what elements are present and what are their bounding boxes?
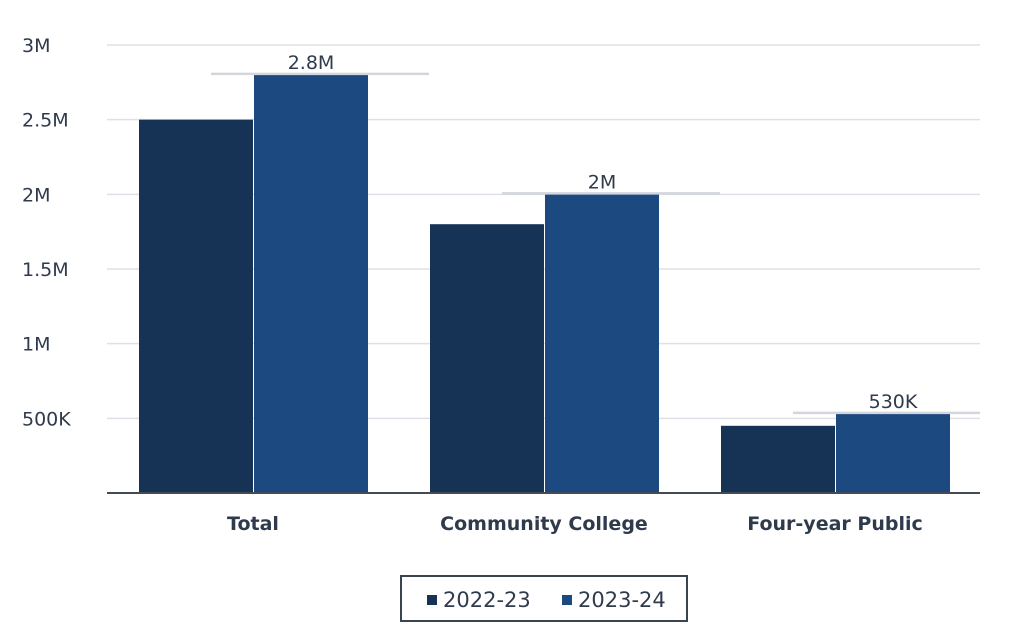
bar-2023-24-total[interactable] [254,74,368,493]
legend-swatch-2023-24 [562,595,572,605]
y-tick-label: 1.5M [22,259,69,281]
category-label: Total [227,513,279,535]
y-tick-label: 2M [22,184,50,206]
bar-2022-23-community-college[interactable] [430,224,544,493]
data-label: 2M [588,171,616,193]
legend-box [400,575,688,622]
data-label: 530K [869,391,918,413]
bar-2022-23-total[interactable] [139,119,253,494]
y-tick-label: 500K [22,408,71,430]
data-label: 2.8M [288,52,335,74]
legend-label-2022-23[interactable]: 2022-23 [443,588,531,612]
y-tick-label: 2.5M [22,110,69,132]
bar-2023-24-four-year-public[interactable] [836,413,950,493]
legend-label-2023-24[interactable]: 2023-24 [578,588,666,612]
category-label: Community College [440,513,648,535]
y-tick-label: 3M [22,35,50,57]
bar-2023-24-community-college[interactable] [545,194,659,494]
y-tick-label: 1M [22,334,50,356]
bar-2022-23-four-year-public[interactable] [721,425,835,493]
legend-swatch-2022-23 [427,595,437,605]
legend: 2022-23 2023-24 [400,575,688,622]
category-label: Four-year Public [747,513,922,535]
